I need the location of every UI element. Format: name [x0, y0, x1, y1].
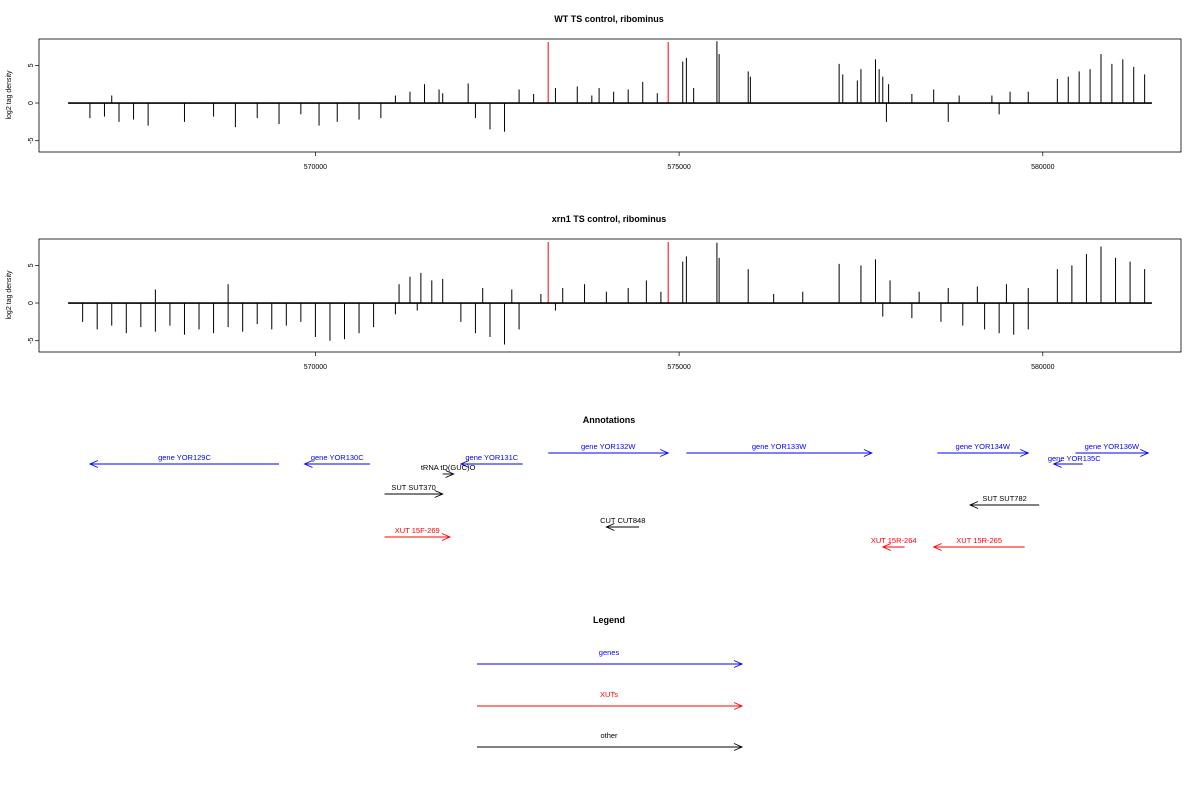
annotation-gene-yor131c: gene YOR131C [459, 453, 523, 468]
annotation-sut-sut370: SUT SUT370 [384, 483, 444, 498]
legend-label: genes [599, 648, 620, 657]
annotation-sut-sut782: SUT SUT782 [968, 494, 1040, 509]
annotation-label: gene YOR129C [158, 453, 211, 462]
x-tick-label: 575000 [667, 364, 690, 371]
annotation-label: gene YOR136W [1085, 442, 1140, 451]
annotation-label: gene YOR132W [581, 442, 636, 451]
legend-label: other [600, 731, 618, 740]
annotation-cut-cut848: CUT CUT848 [600, 516, 645, 531]
annotation-gene-yor133w: gene YOR133W [686, 442, 873, 457]
legend-panel: Legend genes XUTs other [477, 615, 744, 751]
annotation-label: gene YOR133W [752, 442, 807, 451]
annotation-xut-15r-265: XUT 15R-265 [932, 536, 1025, 551]
annotation-label: gene YOR134W [956, 442, 1011, 451]
wt-highlight-lines [547, 42, 669, 104]
xrn1-track-title: xrn1 TS control, ribominus [552, 214, 667, 224]
annotation-arrow-head [932, 543, 942, 551]
legend-arrow-head [733, 660, 744, 668]
annotation-arrow-head [968, 501, 979, 509]
annotation-gene-yor134w: gene YOR134W [937, 442, 1030, 457]
annotation-label: XUT 15R-265 [956, 536, 1002, 545]
wt-track-title: WT TS control, ribominus [554, 14, 664, 24]
annotation-label: SUT SUT370 [391, 483, 435, 492]
annotation-label: SUT SUT782 [982, 494, 1026, 503]
annotation-gene-yor136w: gene YOR136W [1075, 442, 1150, 457]
annotation-arrow-head [88, 460, 99, 468]
y-tick-label: -5 [28, 337, 35, 343]
annotation-arrow-head [660, 449, 670, 457]
annotation-xut-15r-264: XUT 15R-264 [871, 536, 917, 551]
xrn1-y-axis-label: log2 tag density [6, 270, 13, 320]
legend-entries: genes XUTs other [477, 648, 744, 751]
annotation-arrow-head [1020, 449, 1030, 457]
annotation-label: CUT CUT848 [600, 516, 645, 525]
legend-entry-xuts: XUTs [477, 690, 744, 710]
xrn1-track-panel: xrn1 TS control, ribominus -505 570000 57… [6, 214, 1182, 371]
annotation-label: XUT 15R-264 [871, 536, 917, 545]
annotation-arrow-head [434, 490, 444, 498]
xrn1-x-axis: 570000 575000 580000 [304, 352, 1055, 371]
annotation-gene-yor130c: gene YOR130C [303, 453, 370, 468]
annotations-title: Annotations [583, 415, 636, 425]
annotation-arrows: gene YOR129C gene YOR130C gene YOR131C gene… [88, 442, 1150, 551]
wt-track-panel: WT TS control, ribominus -5 0 5 570000 5750… [6, 14, 1182, 171]
annotation-arrow-head [605, 523, 615, 531]
wt-signal-bars [89, 41, 1146, 132]
x-tick-label: 580000 [1031, 364, 1054, 371]
annotation-label: gene YOR135C [1048, 454, 1101, 463]
y-tick-label: 0 [28, 101, 35, 105]
wt-plot-frame [38, 38, 1182, 153]
annotation-arrow-head [1140, 449, 1150, 457]
y-tick-label: 5 [28, 263, 35, 267]
legend-title: Legend [593, 615, 625, 625]
annotation-arrow-head [881, 543, 891, 551]
annotation-label: gene YOR131C [465, 453, 518, 462]
annotation-trna-td-guc-o: tRNA tD(GUC)O [421, 463, 476, 478]
x-tick-label: 580000 [1031, 164, 1054, 171]
legend-arrow-head [733, 743, 744, 751]
annotation-arrow-head [863, 449, 873, 457]
annotation-label: tRNA tD(GUC)O [421, 463, 476, 472]
wt-y-axis: -5 0 5 [28, 63, 39, 144]
legend-entry-other: other [477, 731, 744, 751]
annotation-gene-yor129c: gene YOR129C [88, 453, 280, 468]
y-tick-label: -5 [28, 137, 35, 143]
annotation-arrow-head [303, 460, 313, 468]
xrn1-signal-bars [82, 242, 1146, 345]
xrn1-y-axis: -5 0 5 [28, 263, 39, 344]
annotation-label: gene YOR130C [311, 453, 364, 462]
wt-y-axis-label: log2 tag density [6, 70, 13, 120]
annotation-label: XUT 15F-269 [395, 526, 440, 535]
annotation-arrow-head [441, 533, 452, 541]
annotation-arrow-head [445, 470, 455, 478]
x-tick-label: 570000 [304, 164, 327, 171]
annotation-gene-yor132w: gene YOR132W [548, 442, 670, 457]
annotations-panel: Annotations gene YOR129C gene YOR130C gene… [88, 415, 1150, 551]
y-tick-label: 0 [28, 301, 35, 305]
annotation-gene-yor135c: gene YOR135C [1048, 454, 1101, 468]
y-tick-label: 5 [28, 63, 35, 67]
xrn1-plot-frame [38, 238, 1182, 353]
legend-label: XUTs [600, 690, 618, 699]
legend-entry-genes: genes [477, 648, 744, 668]
xrn1-highlight-lines [547, 242, 669, 304]
annotation-xut-15f-269: XUT 15F-269 [384, 526, 452, 541]
x-tick-label: 570000 [304, 364, 327, 371]
legend-arrow-head [733, 702, 744, 710]
wt-x-axis: 570000 575000 580000 [304, 152, 1055, 171]
annotation-arrow-head [1052, 460, 1062, 468]
annotation-arrow-head [459, 460, 470, 468]
x-tick-label: 575000 [667, 164, 690, 171]
